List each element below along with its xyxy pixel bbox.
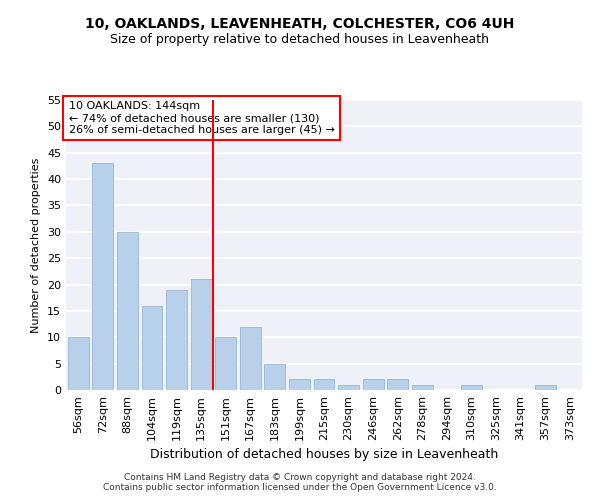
Bar	[387, 380, 408, 390]
Bar	[68, 338, 89, 390]
Bar	[461, 384, 482, 390]
Bar	[191, 280, 212, 390]
Text: 10, OAKLANDS, LEAVENHEATH, COLCHESTER, CO6 4UH: 10, OAKLANDS, LEAVENHEATH, COLCHESTER, C…	[85, 18, 515, 32]
X-axis label: Distribution of detached houses by size in Leavenheath: Distribution of detached houses by size …	[150, 448, 498, 462]
Text: Size of property relative to detached houses in Leavenheath: Size of property relative to detached ho…	[110, 32, 490, 46]
Y-axis label: Number of detached properties: Number of detached properties	[31, 158, 41, 332]
Bar	[412, 384, 433, 390]
Bar	[362, 380, 383, 390]
Bar	[166, 290, 187, 390]
Bar	[265, 364, 286, 390]
Text: Contains HM Land Registry data © Crown copyright and database right 2024.
Contai: Contains HM Land Registry data © Crown c…	[103, 473, 497, 492]
Bar	[338, 384, 359, 390]
Bar	[314, 380, 334, 390]
Bar	[215, 338, 236, 390]
Bar	[535, 384, 556, 390]
Bar	[117, 232, 138, 390]
Bar	[240, 326, 261, 390]
Text: 10 OAKLANDS: 144sqm
← 74% of detached houses are smaller (130)
26% of semi-detac: 10 OAKLANDS: 144sqm ← 74% of detached ho…	[68, 102, 334, 134]
Bar	[289, 380, 310, 390]
Bar	[142, 306, 163, 390]
Bar	[92, 164, 113, 390]
